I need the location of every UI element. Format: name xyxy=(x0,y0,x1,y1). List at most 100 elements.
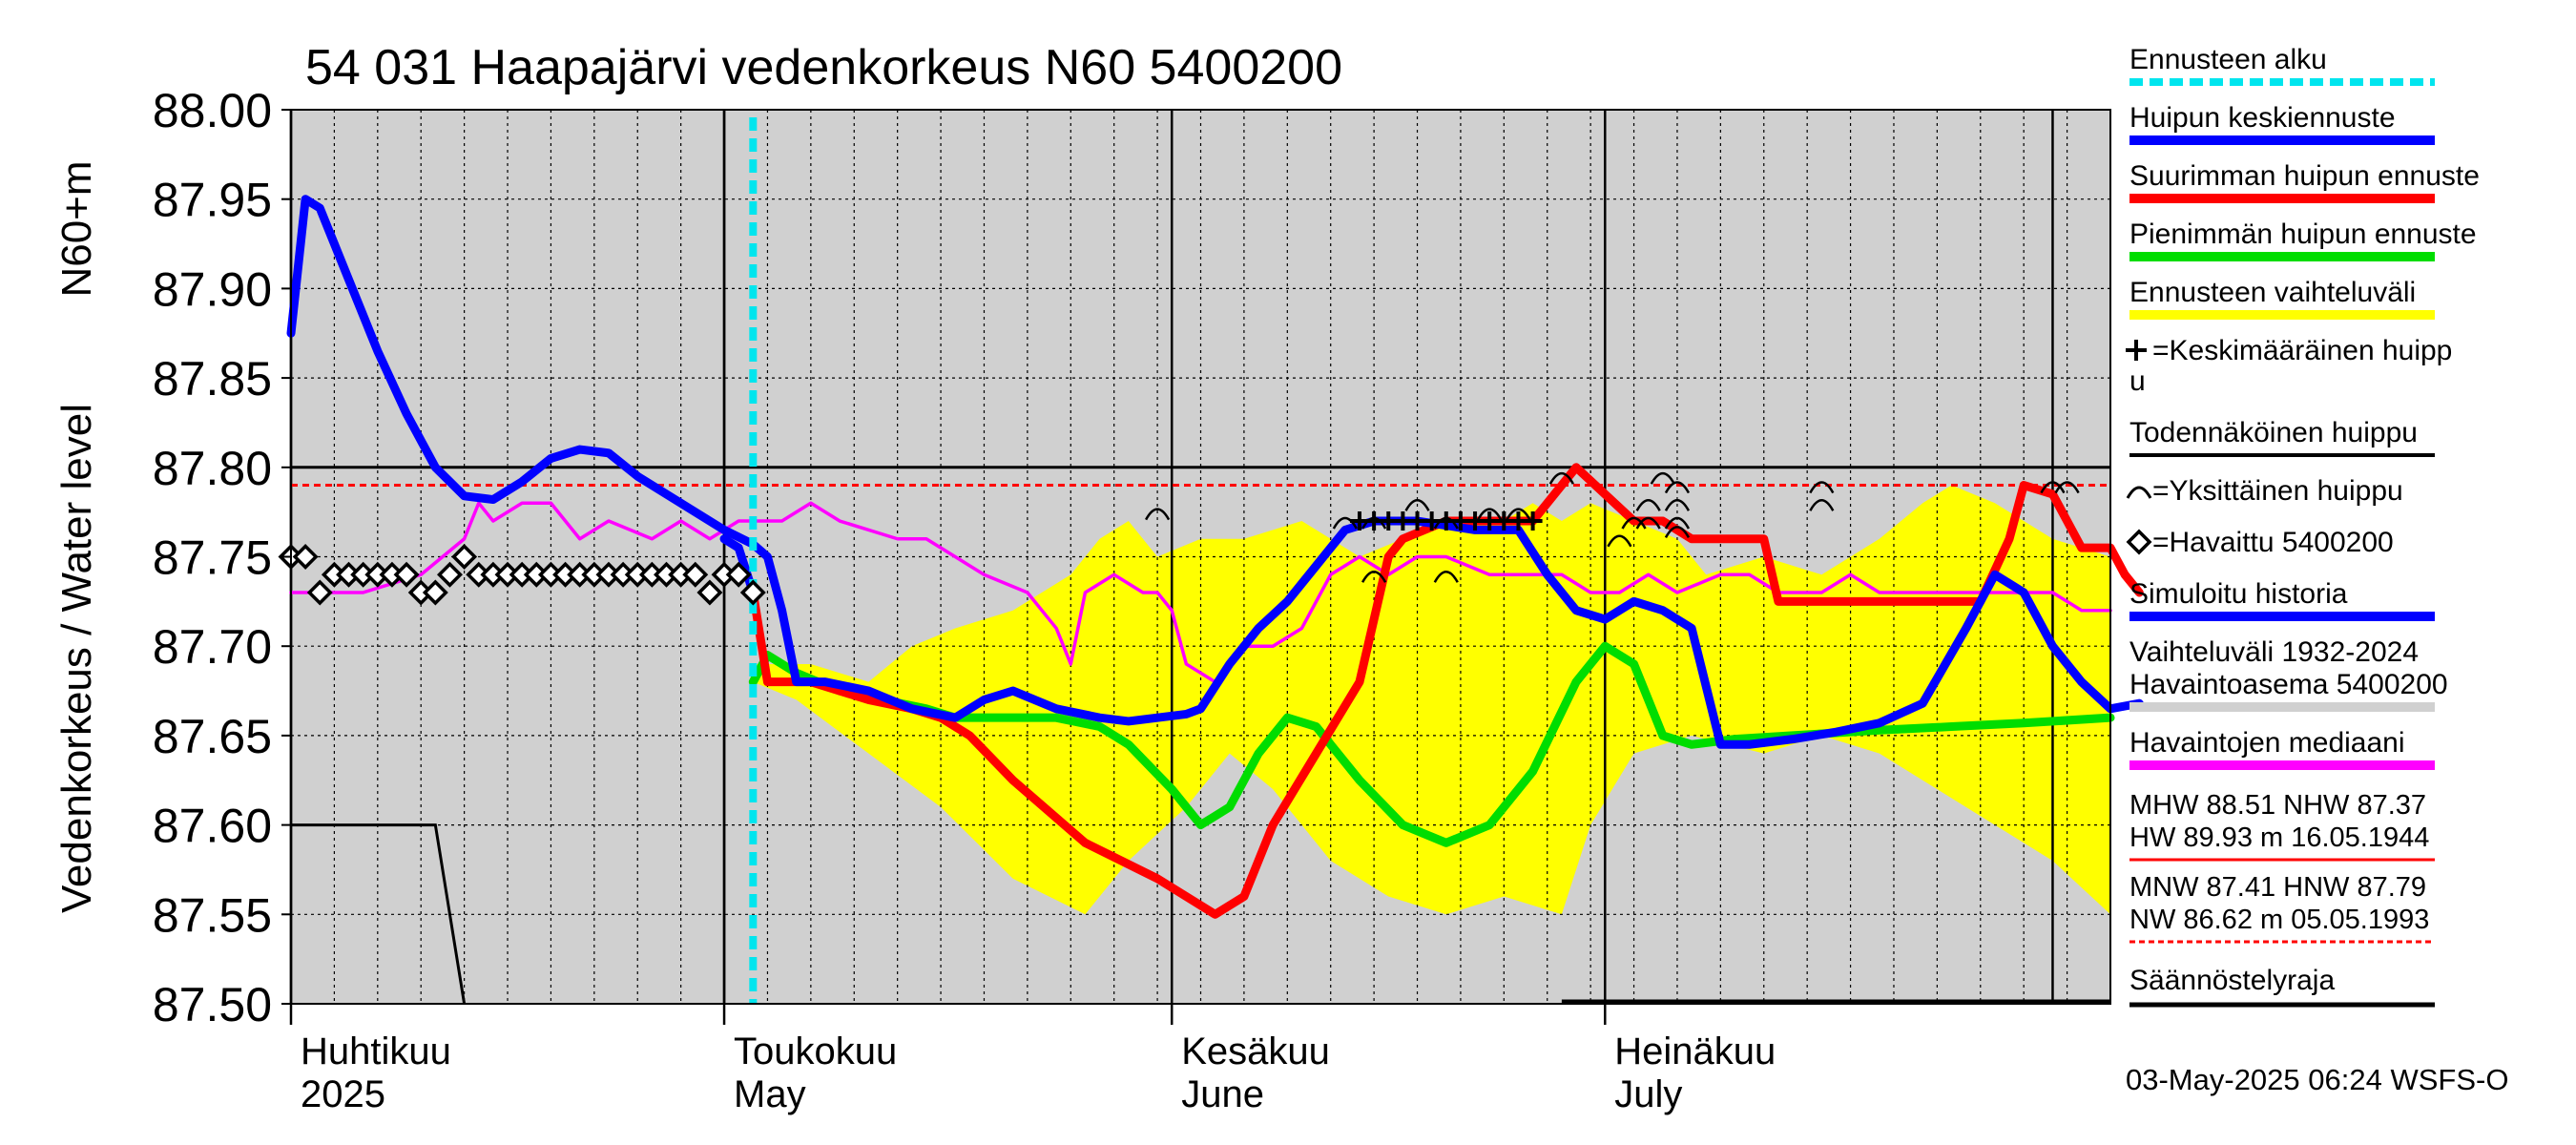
legend-item-3: Pienimmän huipun ennuste xyxy=(2129,219,2477,261)
legend-plus-icon xyxy=(2126,340,2147,361)
legend-saannostelyraja: Säännöstelyraja xyxy=(2129,965,2435,1008)
mean-peak-marker xyxy=(1523,511,1543,531)
y-tick-label: 87.65 xyxy=(153,710,272,763)
single-peak-marker xyxy=(1635,516,1661,530)
single-peak-marker xyxy=(2054,481,2080,494)
legend-label: =Havaittu 5400200 xyxy=(2152,527,2394,558)
legend-label-cont: Havaintoasema 5400200 xyxy=(2129,669,2448,700)
single-peak-marker xyxy=(1477,508,1503,521)
plot-area: 87.50 87.55 87.60 87.65 87.70 87.75 87.80 87.85… xyxy=(153,84,2144,1115)
legend-item-4: Ennusteen vaihteluväli xyxy=(2129,277,2435,320)
legend-label: Havaintojen mediaani xyxy=(2129,727,2405,759)
legend-item-2: Suurimman huipun ennuste xyxy=(2129,160,2480,203)
legend-label: Ennusteen alku xyxy=(2129,44,2327,75)
stats-line-1: MHW 88.51 NHW 87.37 xyxy=(2129,790,2426,821)
single-peak-marker xyxy=(1433,571,1459,583)
legend-diamond-icon xyxy=(2126,529,2152,555)
forecast-range-band xyxy=(753,485,2111,915)
single-peak-marker xyxy=(1809,481,1835,494)
observed-marker xyxy=(725,561,752,588)
stats-line-2: HW 89.93 m 16.05.1944 xyxy=(2129,822,2429,853)
legend-item-8: =Havaittu 5400200 xyxy=(2126,527,2394,558)
y-axis-label-main: Vedenkorkeus / Water level xyxy=(53,404,100,913)
single-peak-marker xyxy=(1809,499,1835,511)
legend-label: =Yksittäinen huippu xyxy=(2152,475,2403,507)
legend-label: =Keskimääräinen huipp xyxy=(2152,335,2452,366)
month-label-fi: Toukokuu xyxy=(734,1030,897,1072)
observed-marker xyxy=(306,579,333,606)
month-label-en: June xyxy=(1181,1073,1264,1115)
y-tick-label: 87.85 xyxy=(153,352,272,406)
legend-label: Huipun keskiennuste xyxy=(2129,102,2396,134)
y-tick-label: 87.70 xyxy=(153,620,272,674)
legend-label: Simuloitu historia xyxy=(2129,578,2348,610)
month-label-fi: Heinäkuu xyxy=(1614,1030,1776,1072)
y-tick-label: 87.95 xyxy=(153,174,272,227)
legend-arc-icon xyxy=(2126,486,2152,499)
observed-marker xyxy=(393,561,420,588)
single-peak-marker xyxy=(1404,499,1430,511)
single-peak-marker xyxy=(1506,508,1531,521)
single-peak-marker xyxy=(1548,471,1574,485)
legend-label: Pienimmän huipun ennuste xyxy=(2129,219,2477,250)
legend-label: Säännöstelyraja xyxy=(2129,965,2335,996)
legend-item-0: Ennusteen alku xyxy=(2129,44,2435,86)
legend-item-1: Huipun keskiennuste xyxy=(2129,102,2435,145)
median-line xyxy=(289,501,2112,684)
single-peak-marker xyxy=(1664,526,1691,539)
single-peak-marker xyxy=(1433,516,1459,530)
month-label-en: 2025 xyxy=(301,1073,385,1115)
observed-marker xyxy=(739,579,766,606)
single-peak-marker xyxy=(1607,534,1632,548)
legend-label: Vaihteluväli 1932-2024 xyxy=(2129,636,2419,668)
black-step-line xyxy=(291,823,467,1005)
single-peak-marker xyxy=(1361,571,1387,583)
mean-peak-forecast-line xyxy=(286,195,2144,749)
y-tick-label: 87.90 xyxy=(153,262,272,316)
legend-item-5: =Keskimääräinen huippu xyxy=(2126,335,2452,397)
legend-label-cont: u xyxy=(2129,365,2146,397)
legend-label: Ennusteen vaihteluväli xyxy=(2129,277,2416,308)
single-peak-marker xyxy=(1664,481,1691,494)
month-label-fi: Huhtikuu xyxy=(301,1030,451,1072)
y-tick-label: 87.50 xyxy=(153,978,272,1031)
month-label-en: July xyxy=(1614,1073,1682,1115)
chart-title: 54 031 Haapajärvi vedenkorkeus N60 54002… xyxy=(305,40,1342,95)
legend-item-11: Havaintojen mediaani xyxy=(2129,727,2435,770)
legend: Ennusteen alku Huipun keskiennuste Suurimm… xyxy=(2126,44,2480,1008)
y-tick-label: 88.00 xyxy=(153,84,272,137)
observed-marker xyxy=(292,544,319,570)
y-tick-label: 87.75 xyxy=(153,531,272,585)
observed-marker xyxy=(437,561,463,588)
timestamp: 03-May-2025 06:24 WSFS-O xyxy=(2126,1063,2508,1096)
legend-label: Suurimman huipun ennuste xyxy=(2129,160,2480,192)
observed-marker xyxy=(696,579,723,606)
single-peak-marker xyxy=(1361,516,1387,530)
legend-label: Todennäköinen huippu xyxy=(2129,417,2418,448)
single-peak-marker xyxy=(1664,516,1691,530)
single-peak-marker xyxy=(1650,471,1675,485)
y-tick-label: 87.55 xyxy=(153,888,272,942)
single-peak-marker xyxy=(1621,516,1647,530)
observed-marker xyxy=(422,579,448,606)
observed-marker xyxy=(682,561,709,588)
month-label-en: May xyxy=(734,1073,806,1115)
observed-marker xyxy=(451,544,478,570)
single-peak-marker xyxy=(1145,508,1171,521)
legend-item-6: Todennäköinen huippu xyxy=(2129,417,2435,457)
single-peak-marker xyxy=(1635,499,1661,511)
y-tick-label: 87.80 xyxy=(153,442,272,495)
legend-item-7: =Yksittäinen huippu xyxy=(2126,475,2403,507)
legend-item-10: Vaihteluväli 1932-2024 Havaintoasema 540… xyxy=(2129,636,2448,712)
stats-line-2: NW 86.62 m 05.05.1993 xyxy=(2129,905,2429,935)
stats-line-1: MNW 87.41 HNW 87.79 xyxy=(2129,872,2426,903)
y-axis-label-unit: N60+m xyxy=(53,160,100,297)
single-peak-marker xyxy=(1332,516,1358,530)
legend-item-9: Simuloitu historia xyxy=(2129,578,2435,621)
single-peak-marker xyxy=(1664,499,1691,511)
month-label-fi: Kesäkuu xyxy=(1181,1030,1330,1072)
y-tick-label: 87.60 xyxy=(153,800,272,853)
